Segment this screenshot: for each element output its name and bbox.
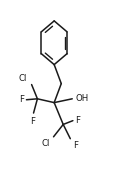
Text: OH: OH: [75, 94, 89, 103]
Text: Cl: Cl: [18, 74, 26, 83]
Text: F: F: [75, 116, 80, 125]
Text: F: F: [73, 141, 78, 150]
Text: Cl: Cl: [41, 139, 50, 148]
Text: F: F: [19, 95, 24, 104]
Text: F: F: [30, 117, 35, 126]
